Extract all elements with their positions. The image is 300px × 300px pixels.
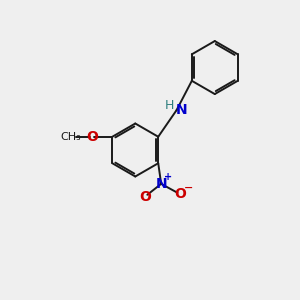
- Text: N: N: [176, 103, 188, 117]
- Text: −: −: [184, 183, 193, 193]
- Text: +: +: [164, 172, 172, 182]
- Text: O: O: [87, 130, 98, 144]
- Text: N: N: [155, 177, 167, 191]
- Text: H: H: [164, 99, 174, 112]
- Text: O: O: [174, 187, 186, 201]
- Text: O: O: [139, 190, 151, 204]
- Text: CH₃: CH₃: [61, 132, 82, 142]
